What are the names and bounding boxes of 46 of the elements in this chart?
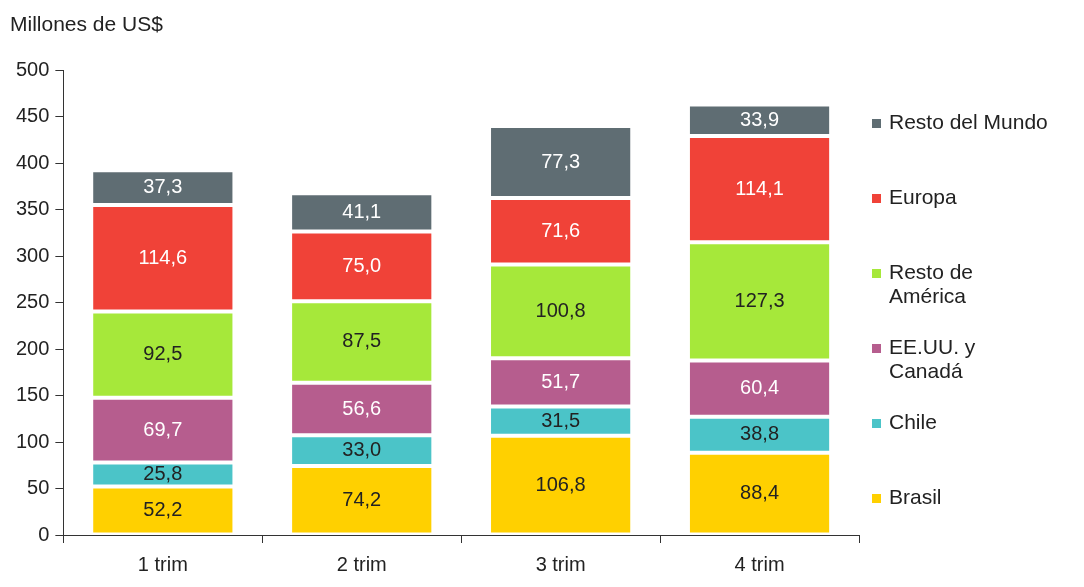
data-label: 31,5 — [541, 408, 581, 431]
data-label: 41,1 — [342, 199, 382, 222]
data-label: 74,2 — [342, 487, 382, 510]
legend-label: EE.UU. y Canadá — [889, 335, 977, 383]
y-tick-label: 200 — [15, 336, 50, 359]
legend-label: Chile — [889, 410, 938, 434]
y-tick-label: 500 — [15, 57, 50, 80]
x-tick-label: 4 trim — [734, 552, 785, 575]
legend-label: Resto del Mundo — [889, 110, 1049, 134]
data-label: 114,1 — [735, 176, 784, 199]
y-axis-title: Millones de US$ — [10, 12, 163, 36]
legend-label: Europa — [889, 185, 958, 209]
data-label: 87,5 — [342, 329, 382, 352]
y-tick-label: 150 — [15, 383, 50, 406]
data-label: 56,6 — [342, 396, 382, 419]
data-label: 37,3 — [143, 175, 183, 198]
x-tick-label: 1 trim — [137, 552, 188, 575]
data-label: 52,2 — [143, 497, 183, 520]
legend-label: Brasil — [889, 485, 943, 509]
data-label: 88,4 — [740, 481, 780, 504]
data-label: 114,6 — [138, 245, 188, 268]
data-label: 77,3 — [541, 149, 581, 172]
data-label: 33,9 — [740, 107, 780, 130]
data-label: 38,8 — [740, 422, 780, 445]
data-label: 100,8 — [535, 298, 586, 321]
y-tick-label: 300 — [15, 243, 50, 266]
data-label: 33,0 — [342, 438, 382, 461]
y-tick-label: 450 — [15, 104, 50, 127]
y-tick-label: 50 — [27, 476, 50, 499]
x-tick-label: 2 trim — [336, 552, 387, 575]
data-label: 25,8 — [143, 461, 183, 484]
y-tick-label: 350 — [15, 197, 50, 220]
data-label: 127,3 — [734, 288, 785, 311]
data-label: 92,5 — [143, 342, 183, 365]
y-tick-label: 400 — [15, 150, 50, 173]
data-label: 106,8 — [535, 472, 586, 495]
data-label: 71,6 — [541, 218, 581, 241]
legend-label: Resto de América — [889, 260, 975, 308]
y-tick-label: 0 — [38, 522, 50, 545]
data-label: 60,4 — [740, 376, 780, 399]
x-tick-label: 3 trim — [535, 552, 586, 575]
data-label: 69,7 — [143, 417, 183, 440]
data-label: 51,7 — [541, 369, 581, 392]
y-tick-label: 100 — [15, 429, 50, 452]
y-tick-label: 250 — [15, 290, 50, 313]
data-label: 75,0 — [342, 253, 382, 276]
